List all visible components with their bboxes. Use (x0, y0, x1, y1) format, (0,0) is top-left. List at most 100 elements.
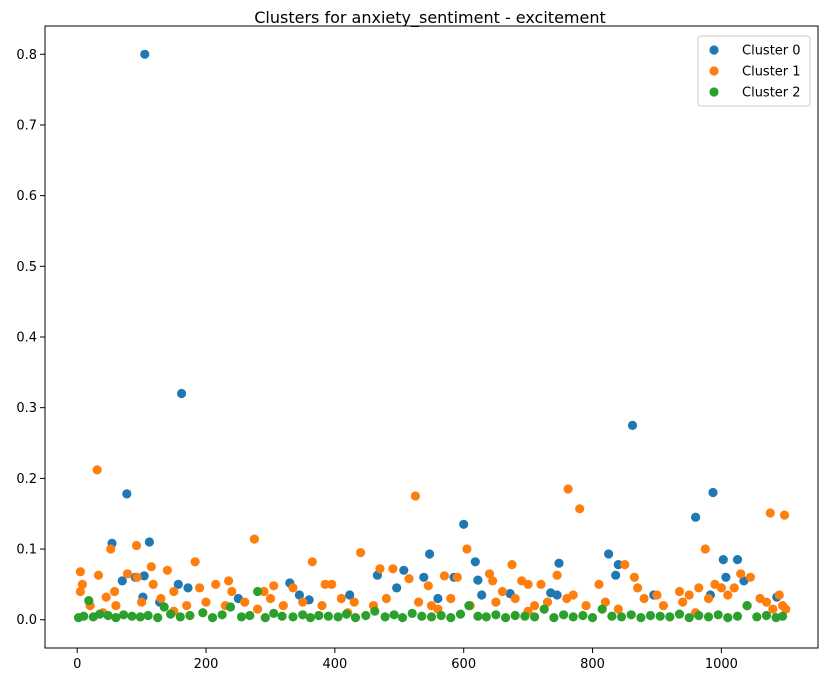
point-cluster-2-45 (464, 601, 474, 611)
point-cluster-1-99 (761, 597, 772, 607)
point-cluster-2-46 (473, 611, 483, 621)
point-cluster-1-64 (774, 590, 784, 600)
point-cluster-1-71 (182, 601, 192, 611)
x-tick-label: 200 (194, 657, 219, 672)
point-cluster-2-67 (674, 609, 685, 619)
y-axis: 0.0 0.1 0.2 0.3 0.4 0.5 0.6 0.7 0.8 (16, 48, 45, 628)
point-cluster-2-13 (166, 609, 176, 619)
point-cluster-2-57 (578, 610, 588, 621)
point-cluster-0-35 (627, 420, 638, 430)
point-cluster-1-60 (736, 569, 746, 579)
point-cluster-0-19 (399, 565, 409, 575)
point-cluster-2-8 (127, 611, 137, 621)
point-cluster-0-30 (554, 558, 564, 568)
y-tick-label: 0.7 (16, 118, 37, 133)
point-cluster-2-42 (436, 610, 446, 621)
y-tick-label: 0.5 (16, 260, 37, 275)
point-cluster-2-70 (703, 612, 714, 622)
point-cluster-1-22 (269, 581, 279, 591)
y-tick-label: 0.6 (16, 189, 37, 204)
point-cluster-2-68 (684, 613, 694, 623)
point-cluster-2-19 (225, 602, 236, 612)
point-cluster-2-55 (559, 610, 569, 620)
point-cluster-2-48 (491, 610, 501, 620)
point-cluster-1-85 (446, 593, 456, 604)
point-cluster-2-59 (597, 604, 607, 614)
point-cluster-2-51 (520, 611, 530, 621)
point-cluster-2-75 (752, 612, 762, 622)
point-cluster-1-88 (510, 593, 520, 604)
point-cluster-1-77 (298, 597, 308, 607)
point-cluster-1-109 (768, 604, 778, 614)
point-cluster-1-17 (211, 579, 221, 590)
point-cluster-1-80 (349, 597, 359, 607)
point-cluster-1-10 (132, 572, 142, 582)
point-cluster-0-27 (477, 590, 487, 600)
point-cluster-2-5 (103, 610, 113, 621)
point-cluster-1-47 (594, 579, 604, 590)
point-cluster-2-62 (626, 610, 636, 620)
point-cluster-1-16 (195, 583, 205, 593)
point-cluster-2-54 (549, 613, 559, 623)
point-cluster-0-37 (691, 512, 701, 522)
y-tick-label: 0.4 (16, 331, 37, 346)
point-cluster-1-38 (497, 586, 507, 597)
point-cluster-2-53 (539, 604, 549, 614)
point-cluster-2-10 (143, 610, 153, 621)
point-cluster-2-16 (198, 608, 208, 618)
point-cluster-1-31 (410, 491, 420, 501)
point-cluster-1-79 (336, 593, 346, 604)
point-cluster-2-43 (446, 613, 456, 623)
point-cluster-1-41 (523, 579, 533, 590)
point-cluster-1-72 (201, 597, 211, 607)
point-cluster-0-9 (183, 583, 193, 593)
point-cluster-1-21 (259, 586, 269, 597)
point-cluster-2-35 (370, 606, 380, 616)
y-tick-label: 0.1 (16, 543, 37, 558)
legend-box (697, 35, 811, 107)
point-cluster-2-40 (417, 611, 427, 621)
point-cluster-1-54 (694, 583, 704, 593)
point-cluster-1-63 (765, 508, 775, 518)
point-cluster-1-0 (75, 567, 85, 577)
point-cluster-2-71 (713, 610, 723, 620)
point-cluster-1-93 (600, 597, 611, 607)
point-cluster-2-66 (665, 612, 675, 622)
point-cluster-0-41 (721, 572, 731, 582)
point-cluster-0-0 (140, 49, 150, 59)
point-cluster-1-51 (652, 590, 662, 600)
y-tick-label: 0.0 (16, 613, 37, 628)
point-cluster-1-14 (169, 586, 179, 597)
point-cluster-2-4 (95, 609, 105, 619)
point-cluster-1-83 (414, 597, 424, 607)
point-cluster-2-78 (778, 611, 788, 621)
point-cluster-2-60 (607, 611, 617, 621)
point-cluster-2-69 (694, 610, 704, 621)
point-cluster-1-76 (278, 601, 288, 611)
point-cluster-1-97 (703, 593, 714, 604)
x-tick-label: 1000 (705, 657, 738, 672)
point-cluster-1-90 (542, 597, 553, 607)
point-cluster-1-35 (462, 544, 472, 554)
point-cluster-2-1 (79, 611, 89, 621)
point-cluster-1-103 (253, 604, 263, 614)
point-cluster-1-9 (131, 540, 142, 551)
point-cluster-2-22 (253, 586, 263, 597)
point-cluster-2-14 (175, 612, 185, 622)
y-tick-label: 0.3 (16, 401, 37, 416)
point-cluster-1-95 (658, 601, 669, 611)
point-cluster-1-34 (452, 572, 462, 582)
point-cluster-2-49 (501, 613, 511, 623)
x-tick-label: 800 (580, 657, 605, 672)
point-cluster-1-96 (678, 597, 688, 607)
point-cluster-0-7 (117, 576, 127, 586)
point-cluster-1-6 (106, 544, 116, 554)
point-cluster-0-42 (732, 555, 743, 565)
point-cluster-2-76 (761, 610, 772, 621)
point-cluster-1-75 (265, 593, 276, 604)
point-cluster-1-92 (581, 601, 591, 611)
point-cluster-1-44 (563, 484, 573, 494)
point-cluster-2-61 (616, 612, 627, 622)
point-cluster-1-48 (620, 560, 630, 570)
point-cluster-1-29 (388, 564, 398, 574)
